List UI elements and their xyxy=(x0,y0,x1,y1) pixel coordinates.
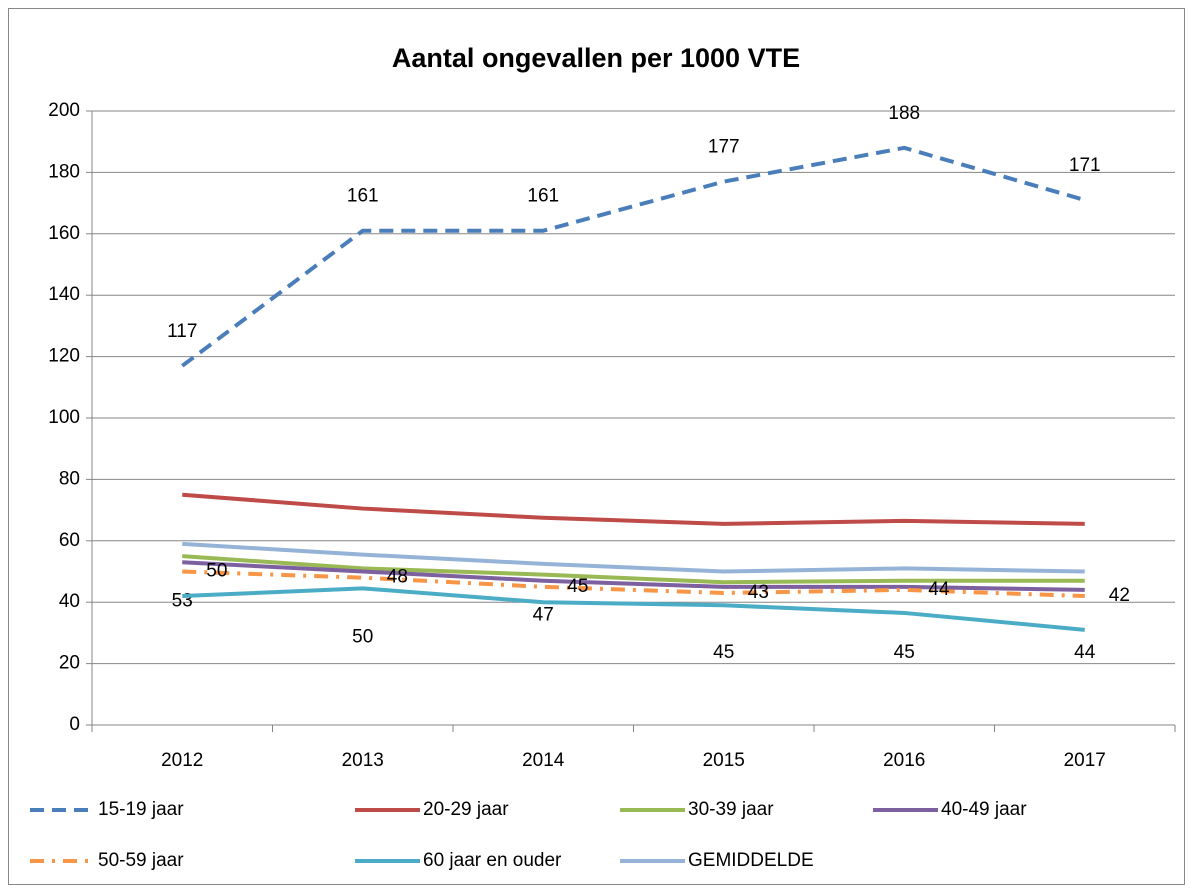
series-line xyxy=(182,569,1085,599)
series-line xyxy=(182,554,1085,585)
y-tick-label: 100 xyxy=(48,407,80,428)
x-tick-label: 2015 xyxy=(703,750,745,771)
data-label: 42 xyxy=(1109,585,1130,606)
data-label: 45 xyxy=(567,576,588,597)
y-tick-label: 120 xyxy=(48,346,80,367)
data-label: 161 xyxy=(527,186,559,207)
data-label: 171 xyxy=(1069,155,1101,176)
x-tick-label: 2014 xyxy=(522,750,565,771)
y-tick-label: 20 xyxy=(59,653,80,674)
chart-title: Aantal ongevallen per 1000 VTE xyxy=(392,43,800,73)
series-line xyxy=(181,145,1086,368)
legend-label: 15-19 jaar xyxy=(98,799,184,820)
data-label: 45 xyxy=(713,642,734,663)
chart-frame xyxy=(8,8,1185,885)
y-tick-label: 200 xyxy=(48,100,80,121)
data-label: 117 xyxy=(167,321,197,342)
legend-label: 40-49 jaar xyxy=(941,799,1027,820)
data-label: 48 xyxy=(387,567,408,588)
y-tick-label: 160 xyxy=(48,223,80,244)
legend-label: 30-39 jaar xyxy=(688,799,774,820)
y-tick-label: 0 xyxy=(69,714,80,735)
legend-label: 60 jaar en ouder xyxy=(423,850,562,871)
data-label: 47 xyxy=(533,605,554,626)
x-tick-label: 2012 xyxy=(161,750,203,771)
data-label: 53 xyxy=(172,590,193,611)
data-label: 45 xyxy=(894,642,915,663)
data-label: 44 xyxy=(1074,642,1096,663)
data-label: 161 xyxy=(347,186,379,207)
data-label: 50 xyxy=(352,627,373,648)
data-label: 188 xyxy=(888,103,920,124)
x-tick-label: 2016 xyxy=(883,750,925,771)
series-line xyxy=(182,586,1085,632)
x-tick-label: 2017 xyxy=(1064,750,1106,771)
y-tick-label: 80 xyxy=(59,468,80,489)
legend-label: 50-59 jaar xyxy=(98,850,184,871)
legend-label: GEMIDDELDE xyxy=(688,850,814,871)
legend-label: 20-29 jaar xyxy=(423,799,509,820)
data-label: 44 xyxy=(928,579,950,600)
data-label: 43 xyxy=(748,582,769,603)
y-tick-label: 140 xyxy=(48,284,80,305)
y-tick-label: 40 xyxy=(59,591,80,612)
data-label: 50 xyxy=(206,561,227,582)
series-line xyxy=(182,492,1085,526)
y-tick-label: 60 xyxy=(59,530,80,551)
x-tick-label: 2013 xyxy=(342,750,384,771)
data-label: 177 xyxy=(708,137,740,158)
y-tick-label: 180 xyxy=(48,161,80,182)
series-line xyxy=(182,541,1085,574)
series-line xyxy=(182,560,1085,592)
